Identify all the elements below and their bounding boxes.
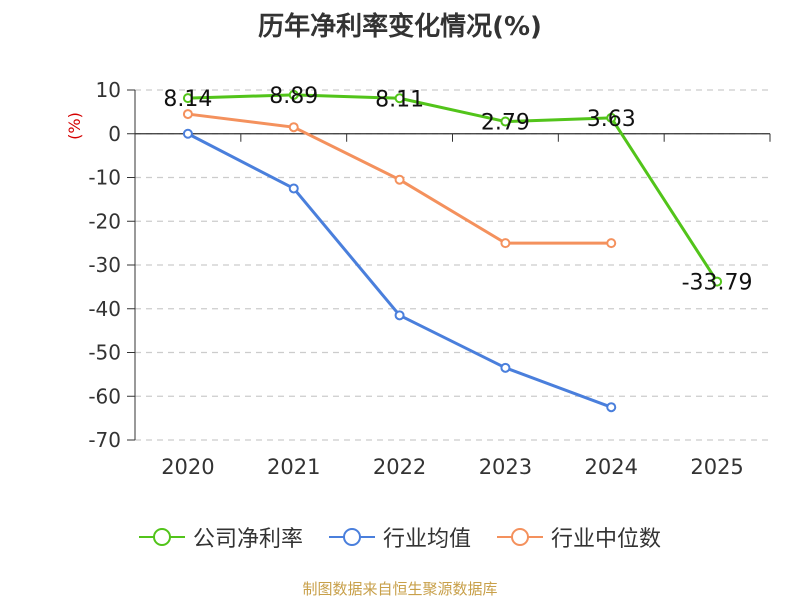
- legend-item-industry-median[interactable]: 行业中位数: [497, 521, 661, 553]
- data-point: [182, 93, 193, 104]
- data-point: [500, 362, 511, 373]
- data-point: [288, 183, 299, 194]
- data-point: [288, 122, 299, 133]
- x-tick-label: 2022: [373, 455, 426, 479]
- y-tick-label: -50: [88, 341, 121, 365]
- legend-swatch-mean: [328, 528, 375, 546]
- y-tick-label: -20: [88, 209, 121, 233]
- legend-swatch-median: [497, 528, 543, 546]
- data-point: [500, 116, 511, 127]
- legend-swatch-company: [138, 528, 185, 546]
- x-tick-label: 2025: [690, 455, 743, 479]
- data-point: [606, 402, 617, 413]
- x-tick-label: 2021: [267, 455, 320, 479]
- y-tick-label: -10: [88, 166, 121, 190]
- legend-item-company-net-margin[interactable]: 公司净利率: [138, 521, 303, 553]
- y-tick-label: -40: [88, 297, 121, 321]
- data-point: [182, 128, 193, 139]
- source-note: 制图数据来自恒生聚源数据库: [302, 580, 498, 598]
- x-tick-label: 2023: [479, 455, 532, 479]
- series-line: [187, 93, 719, 283]
- data-point: [500, 238, 511, 249]
- chart-title: 历年净利率变化情况(%): [258, 12, 542, 42]
- x-tick-label: 2024: [585, 455, 638, 479]
- y-axis-label: (%): [65, 112, 84, 140]
- y-tick-label: -30: [88, 253, 121, 277]
- y-tick-label: 10: [96, 78, 121, 102]
- x-tick-label: 2020: [161, 455, 214, 479]
- data-point: [288, 89, 299, 100]
- data-label: 2.79: [481, 111, 530, 136]
- data-point: [182, 109, 193, 120]
- data-point: [606, 238, 617, 249]
- data-label: -33.79: [682, 271, 753, 296]
- legend-label-median: 行业中位数: [551, 527, 662, 552]
- data-label: 8.14: [163, 87, 212, 112]
- data-point: [712, 276, 723, 287]
- data-label: 8.11: [375, 87, 424, 112]
- legend: 公司净利率 行业均值 行业中位数: [0, 520, 800, 554]
- legend-item-industry-mean[interactable]: 行业均值: [328, 521, 471, 553]
- legend-label-mean: 行业均值: [382, 527, 471, 552]
- data-label: 8.89: [269, 84, 318, 109]
- data-point: [394, 174, 405, 185]
- y-tick-label: 0: [108, 122, 121, 146]
- data-point: [394, 93, 405, 104]
- legend-label-company: 公司净利率: [192, 527, 303, 552]
- y-tick-label: -60: [88, 384, 121, 408]
- y-tick-label: -70: [88, 428, 121, 452]
- data-point: [394, 310, 405, 321]
- data-label: 3.63: [587, 107, 636, 132]
- data-point: [606, 112, 617, 123]
